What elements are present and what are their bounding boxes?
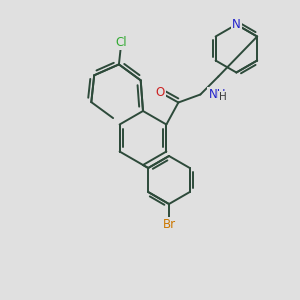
Text: H: H — [218, 92, 226, 101]
Text: Cl: Cl — [116, 36, 127, 49]
Text: N: N — [232, 18, 241, 31]
Text: NH: NH — [208, 88, 226, 101]
Text: Br: Br — [162, 218, 176, 230]
Text: O: O — [156, 86, 165, 99]
